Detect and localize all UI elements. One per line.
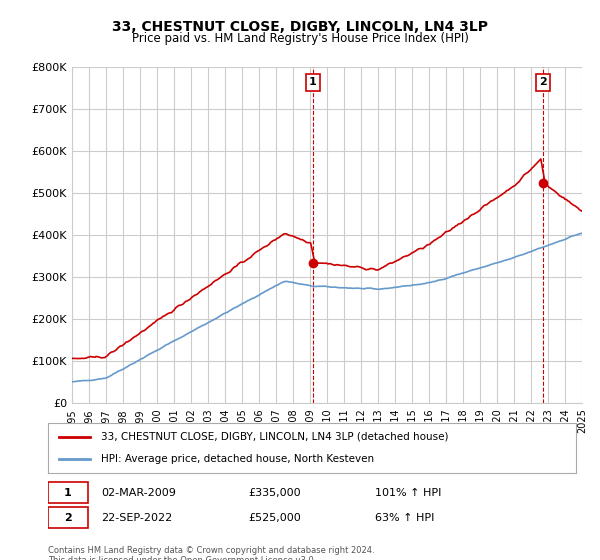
Text: 33, CHESTNUT CLOSE, DIGBY, LINCOLN, LN4 3LP (detached house): 33, CHESTNUT CLOSE, DIGBY, LINCOLN, LN4 … xyxy=(101,432,448,442)
Text: Contains HM Land Registry data © Crown copyright and database right 2024.
This d: Contains HM Land Registry data © Crown c… xyxy=(48,546,374,560)
Text: 101% ↑ HPI: 101% ↑ HPI xyxy=(376,488,442,498)
Text: 63% ↑ HPI: 63% ↑ HPI xyxy=(376,512,435,522)
Text: Price paid vs. HM Land Registry's House Price Index (HPI): Price paid vs. HM Land Registry's House … xyxy=(131,32,469,45)
Text: 2: 2 xyxy=(64,512,71,522)
Text: 33, CHESTNUT CLOSE, DIGBY, LINCOLN, LN4 3LP: 33, CHESTNUT CLOSE, DIGBY, LINCOLN, LN4 … xyxy=(112,20,488,34)
Text: £335,000: £335,000 xyxy=(248,488,301,498)
Text: 22-SEP-2022: 22-SEP-2022 xyxy=(101,512,172,522)
Text: HPI: Average price, detached house, North Kesteven: HPI: Average price, detached house, Nort… xyxy=(101,454,374,464)
Text: 02-MAR-2009: 02-MAR-2009 xyxy=(101,488,176,498)
Text: 2: 2 xyxy=(539,77,547,87)
Text: £525,000: £525,000 xyxy=(248,512,301,522)
Text: 1: 1 xyxy=(64,488,71,498)
FancyBboxPatch shape xyxy=(48,482,88,503)
FancyBboxPatch shape xyxy=(48,507,88,528)
Text: 1: 1 xyxy=(309,77,317,87)
